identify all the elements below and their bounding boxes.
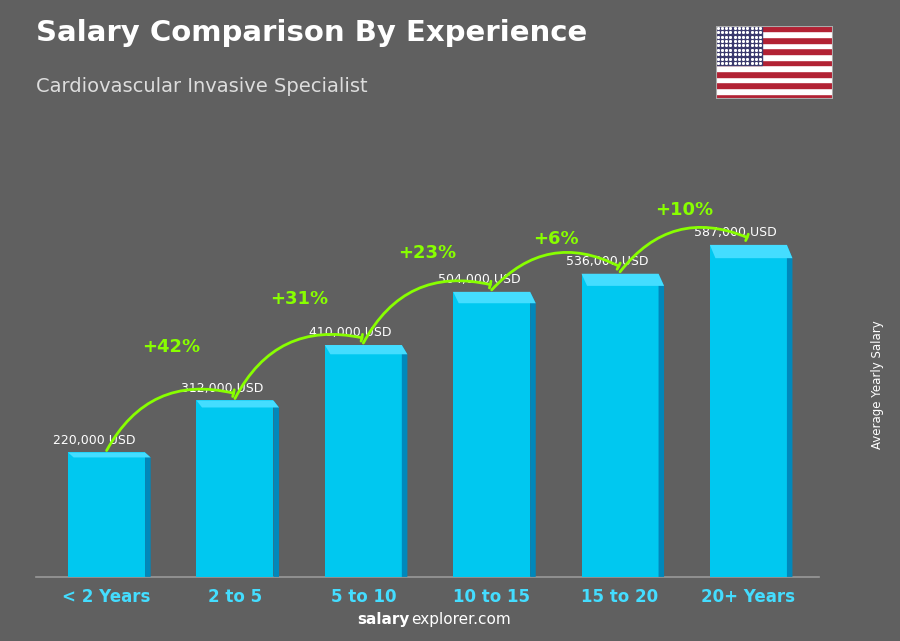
- Polygon shape: [274, 401, 279, 577]
- Polygon shape: [68, 453, 150, 458]
- Text: 536,000 USD: 536,000 USD: [566, 255, 649, 268]
- Bar: [581, 274, 659, 577]
- Bar: [716, 77, 832, 82]
- Polygon shape: [581, 274, 664, 286]
- Text: Cardiovascular Invasive Specialist: Cardiovascular Invasive Specialist: [36, 77, 367, 96]
- Text: 220,000 USD: 220,000 USD: [52, 434, 135, 447]
- Bar: [716, 71, 832, 77]
- Text: +6%: +6%: [533, 230, 579, 248]
- Text: 587,000 USD: 587,000 USD: [694, 226, 777, 239]
- Bar: [716, 26, 762, 65]
- Bar: [716, 94, 832, 99]
- Bar: [716, 65, 832, 71]
- Text: +31%: +31%: [270, 290, 328, 308]
- Polygon shape: [659, 274, 664, 577]
- Bar: [716, 48, 832, 54]
- Text: +42%: +42%: [141, 338, 200, 356]
- Bar: [196, 401, 274, 577]
- Polygon shape: [196, 401, 279, 408]
- Polygon shape: [325, 345, 408, 354]
- Text: Average Yearly Salary: Average Yearly Salary: [871, 320, 884, 449]
- Polygon shape: [787, 245, 793, 577]
- Text: explorer.com: explorer.com: [411, 612, 511, 627]
- Polygon shape: [454, 292, 536, 303]
- Bar: [716, 88, 832, 94]
- Bar: [68, 453, 145, 577]
- Text: salary: salary: [357, 612, 410, 627]
- Text: 504,000 USD: 504,000 USD: [437, 273, 520, 286]
- Polygon shape: [710, 245, 793, 258]
- Text: 410,000 USD: 410,000 USD: [310, 326, 392, 339]
- Bar: [716, 37, 832, 43]
- Bar: [716, 82, 832, 88]
- Polygon shape: [145, 453, 150, 577]
- Bar: [454, 292, 530, 577]
- Bar: [325, 345, 401, 577]
- Bar: [716, 60, 832, 65]
- Bar: [716, 43, 832, 48]
- Text: 312,000 USD: 312,000 USD: [181, 381, 264, 395]
- Bar: [716, 26, 832, 31]
- Bar: [710, 245, 787, 577]
- Text: Salary Comparison By Experience: Salary Comparison By Experience: [36, 19, 587, 47]
- Polygon shape: [401, 345, 408, 577]
- Bar: [716, 31, 832, 37]
- Polygon shape: [530, 292, 536, 577]
- Text: +10%: +10%: [655, 201, 714, 219]
- Text: +23%: +23%: [399, 244, 456, 262]
- Bar: [716, 54, 832, 60]
